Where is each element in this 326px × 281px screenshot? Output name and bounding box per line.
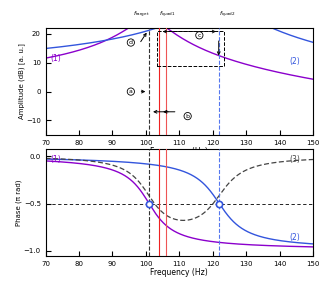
Y-axis label: Phase (π rad): Phase (π rad) bbox=[16, 179, 22, 226]
Text: (2): (2) bbox=[289, 57, 300, 66]
Text: $f_{\rm target}$: $f_{\rm target}$ bbox=[133, 9, 149, 20]
Text: b: b bbox=[185, 114, 190, 119]
X-axis label: Frequency (Hz): Frequency (Hz) bbox=[150, 147, 208, 156]
Text: $f_{\rm quad2}$: $f_{\rm quad2}$ bbox=[219, 9, 236, 20]
Text: (1): (1) bbox=[51, 155, 61, 164]
Text: $f_{\rm quad1}$: $f_{\rm quad1}$ bbox=[159, 9, 176, 20]
Text: c: c bbox=[198, 33, 201, 38]
Y-axis label: Amplitude (dB) [a. u.]: Amplitude (dB) [a. u.] bbox=[18, 44, 24, 119]
Text: (1): (1) bbox=[51, 54, 61, 63]
Text: (3): (3) bbox=[289, 155, 301, 164]
Text: (2): (2) bbox=[289, 233, 300, 242]
Bar bbox=[156, 31, 224, 66]
Text: a: a bbox=[129, 89, 133, 94]
Text: d: d bbox=[129, 40, 133, 45]
X-axis label: Frequency (Hz): Frequency (Hz) bbox=[150, 268, 208, 277]
